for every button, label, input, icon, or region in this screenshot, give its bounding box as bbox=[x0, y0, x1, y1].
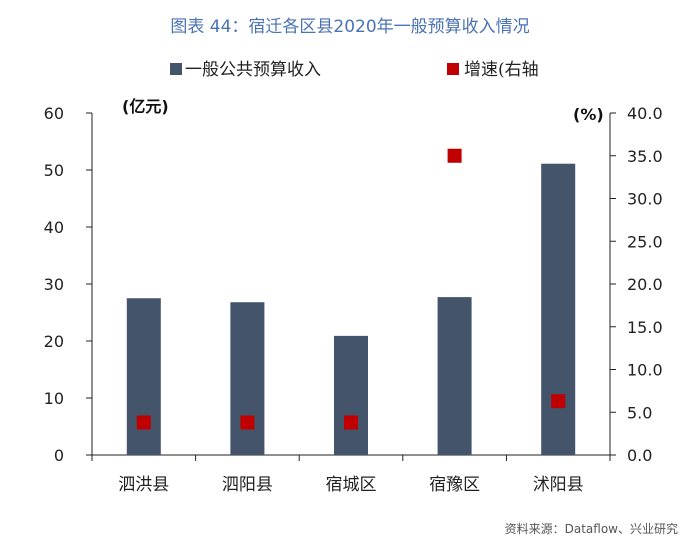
marker-沭阳县 bbox=[551, 394, 566, 409]
marker-宿豫区 bbox=[447, 148, 462, 163]
marker-宿城区 bbox=[344, 415, 358, 430]
right-tick-label: 0.0 bbox=[627, 446, 652, 465]
legend-marker-swatch bbox=[447, 63, 459, 75]
legend-marker-label: 增速(右轴 bbox=[464, 60, 539, 80]
left-tick-label: 20 bbox=[44, 332, 64, 351]
bar-泗阳县 bbox=[230, 302, 265, 455]
left-tick-label: 50 bbox=[44, 161, 64, 180]
right-tick-label: 15.0 bbox=[627, 318, 663, 337]
right-tick-label: 40.0 bbox=[627, 104, 663, 123]
right-tick-label: 30.0 bbox=[627, 190, 663, 209]
bar-宿城区 bbox=[334, 335, 368, 455]
left-tick-label: 10 bbox=[44, 389, 64, 408]
left-tick-label: 60 bbox=[44, 104, 64, 123]
marker-泗洪县 bbox=[136, 415, 151, 430]
right-tick-label: 35.0 bbox=[627, 147, 663, 166]
legend-bar-swatch bbox=[170, 63, 182, 75]
left-tick-label: 40 bbox=[44, 218, 64, 237]
legend-bar-label: 一般公共预算收入 bbox=[185, 60, 321, 80]
right-tick-label: 25.0 bbox=[627, 232, 663, 251]
bar-沭阳县 bbox=[541, 163, 576, 456]
right-axis-unit: (%) bbox=[573, 105, 604, 124]
category-label: 宿豫区 bbox=[429, 475, 480, 495]
left-axis-unit: (亿元) bbox=[122, 97, 169, 116]
right-tick-label: 20.0 bbox=[627, 275, 663, 294]
right-tick-label: 10.0 bbox=[627, 361, 663, 380]
right-tick-label: 5.0 bbox=[627, 403, 652, 422]
left-tick-label: 30 bbox=[44, 275, 64, 294]
category-label: 沭阳县 bbox=[533, 475, 584, 495]
chart-title: 图表 44：宿迁各区县2020年一般预算收入情况 bbox=[170, 17, 530, 37]
bar-宿豫区 bbox=[437, 297, 472, 455]
bar-泗洪县 bbox=[126, 298, 161, 455]
left-tick-label: 0 bbox=[54, 446, 64, 465]
category-label: 宿城区 bbox=[326, 475, 377, 495]
marker-泗阳县 bbox=[240, 415, 255, 430]
category-label: 泗阳县 bbox=[222, 475, 273, 495]
category-label: 泗洪县 bbox=[118, 475, 169, 495]
source-note: 资料来源：Dataflow、兴业研究 bbox=[504, 522, 678, 536]
